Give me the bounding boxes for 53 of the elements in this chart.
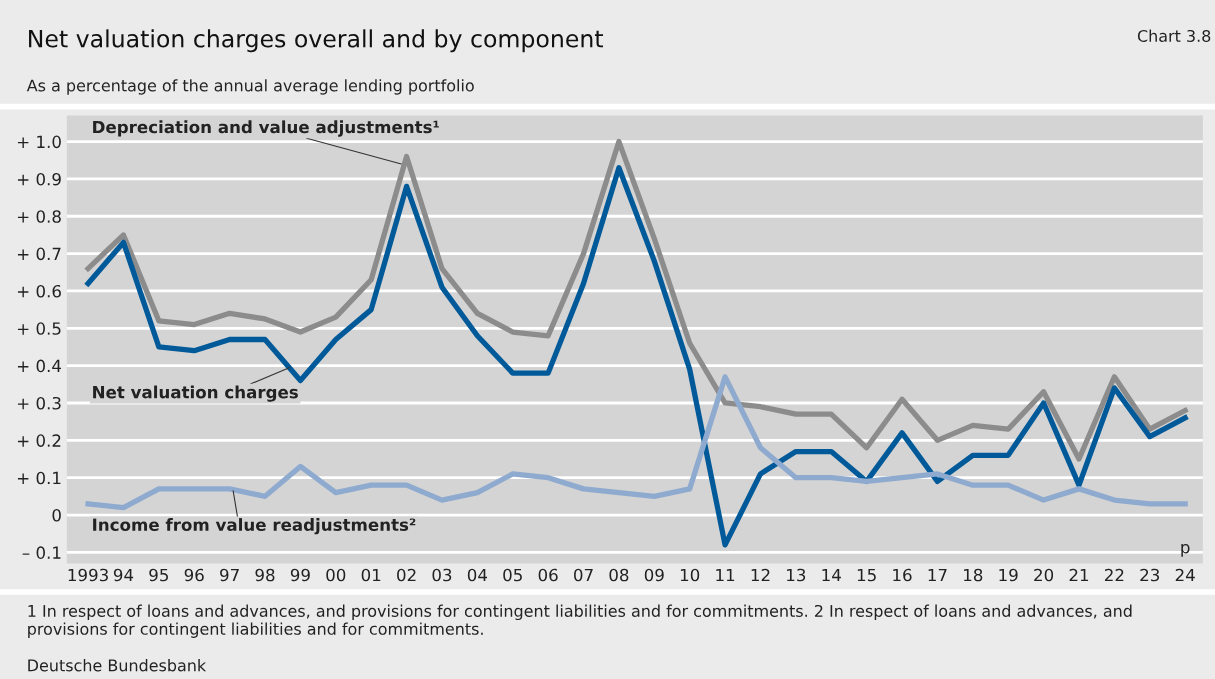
y-tick-label: + 0.5 <box>17 322 61 335</box>
x-tick-label: 12 <box>751 568 770 582</box>
x-tick-label: 08 <box>609 568 629 582</box>
x-tick-label: 22 <box>1104 568 1124 582</box>
caption: Chart 3.8 <box>1137 29 1211 42</box>
x-tick-label: 17 <box>928 568 947 582</box>
y-tick-label: + 0.1 <box>17 471 61 485</box>
y-tick-label: + 0.4 <box>17 359 62 373</box>
x-tick-label: 23 <box>1140 568 1160 582</box>
chart-subtitle: As a percentage of the annual average lending portfolio <box>26 79 474 95</box>
x-tick-label: 94 <box>113 568 134 582</box>
x-tick-label: 13 <box>787 568 806 582</box>
x-tick-label: 1993 <box>68 568 108 582</box>
y-tick-label: + 0.7 <box>17 247 61 261</box>
text: Deutsche Bundesbank <box>28 659 207 672</box>
x-tick-label: 04 <box>467 568 488 582</box>
x-tick-label: 07 <box>574 568 593 582</box>
y-tick-label: + 1.0 <box>17 135 61 149</box>
text: Depreciation and value adjustments¹ <box>93 120 439 137</box>
x-tick-label: 21 <box>1069 568 1089 582</box>
y-tick-label: – 0.1 <box>22 546 61 559</box>
x-tick-label: 14 <box>822 568 841 582</box>
series-label: Net valuation charges <box>93 385 298 402</box>
x-tick-label: 02 <box>397 568 416 582</box>
x-tick-label: 20 <box>1034 568 1054 582</box>
series-label: Income from value readjustments² <box>93 518 416 535</box>
y-tick-label: + 0.3 <box>17 396 61 410</box>
x-tick-label: 10 <box>680 568 700 582</box>
x-tick-label: 97 <box>220 568 239 582</box>
y-tick-label: + 0.9 <box>17 172 61 186</box>
x-tick-label: 18 <box>964 568 983 582</box>
y-tick-label: 0 <box>52 508 61 522</box>
x-tick-label: 11 <box>716 568 735 582</box>
x-tick-label: 09 <box>644 568 664 582</box>
x-tick-label: 24 <box>1175 568 1195 582</box>
x-tick-label: 15 <box>857 568 876 582</box>
y-tick-label: + 0.8 <box>17 210 61 223</box>
x-tick-label: 06 <box>538 568 558 582</box>
x-tick-label: 19 <box>999 568 1018 582</box>
x-tick-label: 03 <box>432 568 452 582</box>
x-tick-label: 99 <box>290 568 310 582</box>
x-tick-label: 01 <box>361 568 381 582</box>
x-tick-label: 05 <box>503 568 522 582</box>
y-tick-label: + 0.2 <box>17 434 61 447</box>
chart-title: Net valuation charges overall and by component <box>29 29 604 53</box>
x-tick-label: 16 <box>893 568 912 582</box>
y-tick-label: + 0.6 <box>17 284 61 298</box>
x-tick-label: 00 <box>326 568 346 582</box>
x-tick-label: 95 <box>149 568 168 582</box>
text: 1 In respect of loans and advances, and provisions for contingent liabilities and for commitments. 2 In respect of loans and advances, and provisions for contingent liabilities and for commitments. <box>28 604 1132 638</box>
annotation: p <box>1181 543 1190 557</box>
x-tick-label: 96 <box>184 568 204 582</box>
x-tick-label: 98 <box>255 568 275 582</box>
